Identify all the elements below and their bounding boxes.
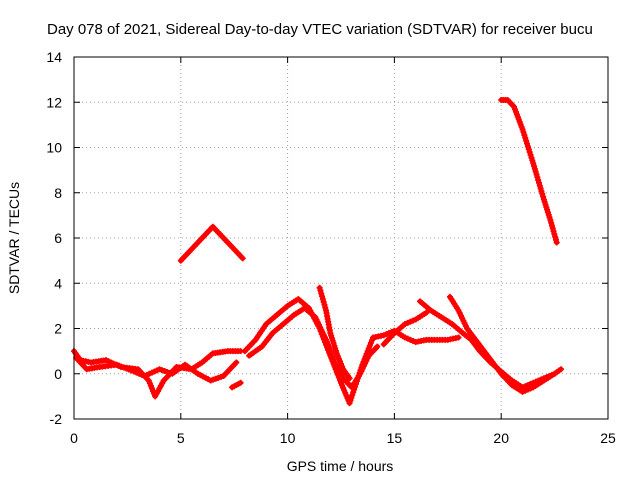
y-tick-label: 10 xyxy=(46,140,62,156)
data-point xyxy=(522,134,529,141)
chart-title: Day 078 of 2021, Sidereal Day-to-day VTE… xyxy=(47,21,593,38)
data-point xyxy=(558,366,565,373)
data-point xyxy=(239,255,246,262)
data-point xyxy=(455,334,462,341)
data-point xyxy=(528,154,535,161)
series-track-j xyxy=(446,293,558,395)
series-track-h xyxy=(380,309,430,348)
data-point xyxy=(520,129,527,136)
data-point xyxy=(233,359,240,366)
data-point xyxy=(526,149,533,156)
series-band xyxy=(498,97,560,246)
x-tick-label: 10 xyxy=(280,430,296,446)
data-point xyxy=(549,225,556,232)
data-point xyxy=(321,301,328,308)
series-track-a xyxy=(71,348,244,400)
series-track-g xyxy=(316,284,353,382)
data-point xyxy=(550,228,557,235)
data-point xyxy=(237,379,244,386)
y-tick-label: 8 xyxy=(54,185,62,201)
tick-layer: 0 5 10 15 20 25 -2 0 2 4 6 8 10 12 14 xyxy=(46,49,616,446)
data-point xyxy=(521,132,528,139)
x-tick-label: 0 xyxy=(70,430,78,446)
data-point xyxy=(548,222,555,229)
data-point xyxy=(319,293,326,300)
x-tick-label: 5 xyxy=(177,430,185,446)
data-point xyxy=(547,216,554,223)
data-point xyxy=(523,137,530,144)
x-tick-label: 15 xyxy=(387,430,403,446)
grid-layer xyxy=(74,57,608,419)
y-tick-label: 14 xyxy=(46,49,62,65)
data-point xyxy=(524,143,531,150)
y-tick-label: -2 xyxy=(50,411,63,427)
data-point xyxy=(548,219,555,226)
data-layer xyxy=(71,96,565,407)
y-tick-label: 2 xyxy=(54,321,62,337)
y-tick-label: 6 xyxy=(54,230,62,246)
data-point xyxy=(527,151,534,158)
y-axis-label: SDTVAR / TECUs xyxy=(6,182,22,294)
data-point xyxy=(525,146,532,153)
data-point xyxy=(320,298,327,305)
data-point xyxy=(319,296,326,303)
data-point xyxy=(552,233,559,240)
data-point xyxy=(317,287,324,294)
series-track-i xyxy=(417,298,565,391)
series-track-f xyxy=(246,305,381,391)
data-point xyxy=(553,239,560,246)
data-point xyxy=(318,290,325,297)
data-point xyxy=(529,157,536,164)
data-point xyxy=(322,304,329,311)
series-band xyxy=(178,224,246,264)
data-point xyxy=(551,370,558,377)
data-point xyxy=(519,126,526,133)
y-tick-label: 0 xyxy=(54,366,62,382)
data-point xyxy=(552,236,559,243)
x-axis-label: GPS time / hours xyxy=(287,458,394,474)
data-point xyxy=(551,231,558,238)
x-tick-label: 20 xyxy=(493,430,509,446)
series-track-k xyxy=(498,96,560,246)
series-track-d xyxy=(229,379,244,391)
y-tick-label: 4 xyxy=(54,275,62,291)
series-track-c xyxy=(177,223,246,264)
data-point xyxy=(346,375,353,382)
y-tick-label: 12 xyxy=(46,94,62,110)
data-point xyxy=(374,343,381,350)
x-tick-label: 25 xyxy=(600,430,616,446)
data-point xyxy=(316,284,323,291)
data-point xyxy=(524,140,531,147)
series-track-b xyxy=(73,354,240,384)
data-point xyxy=(423,309,430,316)
